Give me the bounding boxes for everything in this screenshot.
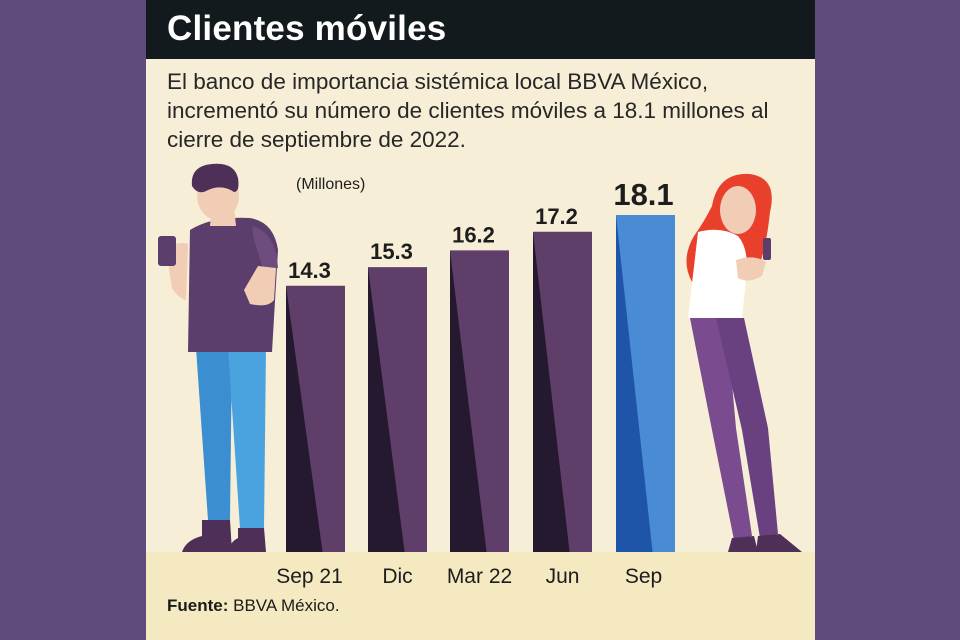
x-tick-label-1: Dic xyxy=(382,565,412,588)
bar-chart: (Millones) 14.3 Sep 21 15.3 Dic 16.2 Mar 22 17… xyxy=(158,163,802,588)
x-tick-label-0: Sep 21 xyxy=(276,565,343,588)
x-tick-label-4: Sep xyxy=(625,565,662,588)
bars-group: 14.3 Sep 21 15.3 Dic 16.2 Mar 22 17.2 Jun 18.1 Se… xyxy=(276,177,675,588)
source-label: Fuente: xyxy=(167,596,229,615)
chart-subtitle: El banco de importancia sistémica local … xyxy=(167,69,769,152)
unit-label: (Millones) xyxy=(296,176,365,193)
bar-shade-1 xyxy=(368,267,405,552)
bar-value-label-3: 17.2 xyxy=(535,204,578,229)
x-tick-label-2: Mar 22 xyxy=(447,565,512,588)
woman-illustration xyxy=(686,173,802,552)
chart-title: Clientes móviles xyxy=(167,9,447,48)
bar-value-label-0: 14.3 xyxy=(288,258,331,283)
infographic-card: Clientes móviles El banco de importancia… xyxy=(146,0,815,640)
axis-band xyxy=(146,552,815,640)
x-tick-label-3: Jun xyxy=(546,565,580,588)
title-bar: Clientes móviles xyxy=(146,0,815,59)
bar-shade-2 xyxy=(450,250,487,553)
source-value: BBVA México. xyxy=(233,596,340,615)
bar-value-label-2: 16.2 xyxy=(452,222,495,247)
bar-value-label-4: 18.1 xyxy=(613,177,673,212)
bar-shade-0 xyxy=(286,285,323,552)
source-note: Fuente: BBVA México. xyxy=(167,596,340,616)
bar-value-label-1: 15.3 xyxy=(370,239,413,264)
man-illustration xyxy=(158,163,278,552)
